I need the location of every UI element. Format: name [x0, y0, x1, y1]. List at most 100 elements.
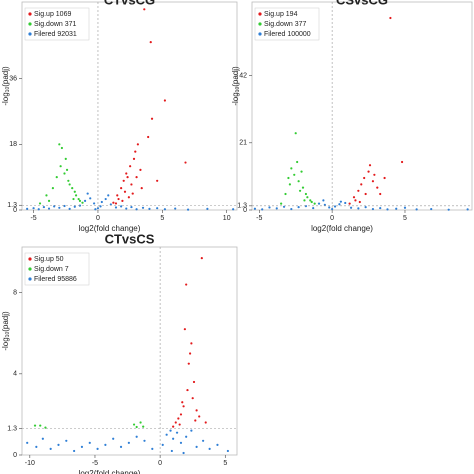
x-tick-label: 0: [96, 215, 100, 222]
y-axis-label: -log10(padj): [1, 66, 11, 106]
point: [190, 342, 193, 345]
point: [175, 431, 179, 434]
point: [33, 424, 37, 427]
plot-frame: [251, 1, 473, 211]
point: [125, 172, 128, 175]
point: [280, 202, 283, 205]
y-tick-label: 0: [13, 207, 17, 214]
point: [338, 203, 341, 206]
legend-box: [24, 7, 90, 41]
point: [298, 189, 302, 192]
legend-marker: [28, 277, 32, 281]
point: [174, 207, 177, 210]
point: [26, 207, 29, 211]
point: [379, 192, 382, 196]
point: [74, 194, 78, 197]
point: [395, 207, 398, 210]
point: [38, 202, 42, 205]
point: [447, 208, 450, 211]
point: [125, 207, 128, 210]
legend-label: Filered 92031: [34, 31, 77, 38]
point: [88, 441, 91, 444]
point: [156, 179, 159, 182]
point: [104, 443, 107, 446]
x-axis-label: log2(fold change): [79, 224, 141, 233]
point: [141, 206, 145, 209]
point: [120, 187, 123, 190]
point: [73, 449, 76, 453]
point: [139, 168, 142, 171]
point: [282, 205, 286, 208]
legend-label: Filered 100000: [264, 31, 311, 38]
point: [64, 157, 67, 161]
point: [112, 437, 115, 440]
point: [415, 208, 418, 211]
point: [126, 176, 129, 179]
point: [253, 207, 257, 210]
point: [134, 150, 137, 153]
point: [349, 206, 353, 209]
point: [53, 205, 56, 208]
y-axis-label-part: 10: [5, 87, 11, 93]
point: [132, 423, 136, 426]
point: [67, 179, 70, 182]
point: [149, 41, 152, 44]
point: [352, 196, 356, 199]
y-tick-label: 0: [243, 207, 247, 214]
point: [290, 167, 293, 170]
point: [296, 160, 299, 164]
y-tick-label: 8: [13, 290, 17, 297]
point: [143, 8, 146, 11]
point: [181, 401, 184, 404]
y-axis-label-part: -log: [1, 337, 10, 350]
point: [303, 199, 306, 202]
point: [198, 415, 201, 418]
point: [26, 441, 29, 444]
point: [357, 189, 360, 192]
point: [174, 421, 177, 424]
y-tick-label: 18: [9, 141, 17, 148]
point: [400, 160, 404, 164]
point: [202, 439, 205, 442]
point: [35, 445, 38, 448]
point: [163, 208, 167, 211]
legend-marker: [258, 12, 262, 16]
point: [317, 202, 321, 205]
legend-box: [254, 7, 320, 41]
point: [322, 199, 325, 202]
point: [116, 194, 119, 197]
point: [139, 421, 142, 424]
y-axis-label-part: (padj): [231, 66, 240, 87]
point: [261, 208, 264, 211]
point: [186, 208, 190, 211]
point: [309, 199, 312, 202]
y-axis-label-part: 10: [5, 332, 11, 338]
y-axis-label: -log10(padj): [231, 66, 241, 106]
point: [165, 433, 168, 436]
point: [226, 449, 229, 453]
point: [386, 208, 389, 211]
point: [63, 172, 66, 175]
point: [130, 183, 133, 186]
x-tick-label: -5: [92, 460, 98, 467]
point: [68, 207, 71, 211]
point: [112, 201, 115, 204]
point: [284, 192, 287, 196]
point: [86, 192, 89, 195]
point: [119, 445, 123, 448]
legend-marker: [258, 32, 262, 36]
point: [364, 192, 367, 196]
point: [39, 424, 42, 427]
point: [122, 179, 125, 182]
point: [127, 441, 130, 444]
legend-box: [24, 252, 90, 286]
point: [37, 208, 40, 211]
chart-title: CSvsCG: [336, 0, 388, 7]
x-axis-label: log2(fold change): [79, 469, 141, 474]
point: [151, 447, 154, 451]
point: [430, 207, 433, 211]
x-tick-label: -10: [25, 460, 35, 467]
point: [182, 405, 185, 408]
point: [83, 199, 87, 202]
